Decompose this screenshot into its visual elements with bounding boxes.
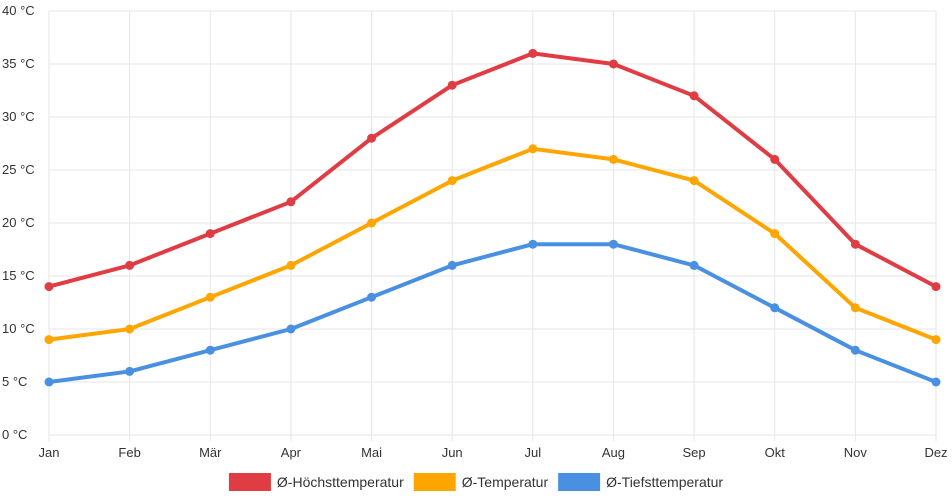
data-point[interactable] bbox=[44, 377, 54, 387]
series-group bbox=[44, 239, 941, 387]
data-point[interactable] bbox=[931, 335, 941, 345]
x-tick-label: Sep bbox=[683, 445, 706, 460]
x-tick-label: Mai bbox=[361, 445, 382, 460]
x-tick-label: Aug bbox=[602, 445, 625, 460]
data-point[interactable] bbox=[528, 48, 538, 58]
y-tick-label: 15 °C bbox=[2, 268, 35, 283]
y-tick-label: 30 °C bbox=[2, 109, 35, 124]
x-tick-label: Apr bbox=[281, 445, 302, 460]
legend-swatch bbox=[558, 473, 601, 491]
legend-item[interactable]: Ø-Höchsttemperatur bbox=[228, 473, 404, 491]
data-point[interactable] bbox=[367, 218, 377, 228]
data-point[interactable] bbox=[286, 197, 296, 207]
data-point[interactable] bbox=[689, 176, 699, 186]
data-point[interactable] bbox=[447, 176, 457, 186]
data-point[interactable] bbox=[608, 59, 618, 69]
legend-swatch bbox=[228, 473, 271, 491]
data-point[interactable] bbox=[205, 345, 215, 355]
series-line bbox=[47, 146, 938, 342]
grid bbox=[48, 10, 937, 441]
data-point[interactable] bbox=[528, 144, 538, 154]
data-point[interactable] bbox=[850, 239, 860, 249]
x-tick-label: Feb bbox=[118, 445, 140, 460]
y-tick-label: 5 °C bbox=[2, 374, 27, 389]
y-tick-label: 25 °C bbox=[2, 162, 35, 177]
y-tick-label: 0 °C bbox=[2, 427, 27, 442]
legend-item[interactable]: Ø-Temperatur bbox=[413, 473, 549, 491]
series-group bbox=[44, 48, 941, 292]
y-tick-label: 40 °C bbox=[2, 3, 35, 18]
y-tick-label: 35 °C bbox=[2, 56, 35, 71]
data-point[interactable] bbox=[689, 91, 699, 101]
data-point[interactable] bbox=[689, 260, 699, 270]
series-line bbox=[47, 242, 938, 384]
data-point[interactable] bbox=[125, 366, 135, 376]
series-group bbox=[44, 144, 941, 345]
legend[interactable]: Ø-Höchsttemperatur Ø-Temperatur Ø-Tiefstte… bbox=[228, 473, 723, 491]
data-point[interactable] bbox=[125, 324, 135, 334]
data-point[interactable] bbox=[608, 154, 618, 164]
legend-label: Ø-Tiefsttemperatur bbox=[606, 474, 723, 490]
legend-swatch bbox=[413, 473, 456, 491]
x-tick-label: Mär bbox=[199, 445, 222, 460]
data-point[interactable] bbox=[931, 282, 941, 292]
data-point[interactable] bbox=[528, 239, 538, 249]
data-point[interactable] bbox=[447, 260, 457, 270]
data-point[interactable] bbox=[770, 229, 780, 239]
data-point[interactable] bbox=[205, 292, 215, 302]
legend-label: Ø-Temperatur bbox=[462, 474, 549, 490]
data-point[interactable] bbox=[770, 154, 780, 164]
data-point[interactable] bbox=[931, 377, 941, 387]
data-point[interactable] bbox=[286, 260, 296, 270]
data-point[interactable] bbox=[286, 324, 296, 334]
data-point[interactable] bbox=[770, 303, 780, 313]
data-point[interactable] bbox=[447, 80, 457, 90]
legend-item[interactable]: Ø-Tiefsttemperatur bbox=[558, 473, 723, 491]
x-tick-label: Okt bbox=[765, 445, 786, 460]
series bbox=[44, 48, 941, 387]
data-point[interactable] bbox=[205, 229, 215, 239]
y-tick-label: 10 °C bbox=[2, 321, 35, 336]
x-tick-label: Jan bbox=[39, 445, 60, 460]
data-point[interactable] bbox=[850, 345, 860, 355]
data-point[interactable] bbox=[608, 239, 618, 249]
series-line bbox=[47, 51, 938, 289]
data-point[interactable] bbox=[44, 335, 54, 345]
axes: 0 °C 5 °C 10 °C 15 °C 20 °C 25 °C 30 °C 35 °C 40… bbox=[2, 3, 948, 460]
data-point[interactable] bbox=[850, 303, 860, 313]
y-tick-label: 20 °C bbox=[2, 215, 35, 230]
data-point[interactable] bbox=[367, 133, 377, 143]
x-tick-label: Jul bbox=[525, 445, 542, 460]
x-tick-label: Jun bbox=[442, 445, 463, 460]
data-point[interactable] bbox=[44, 282, 54, 292]
data-point[interactable] bbox=[125, 260, 135, 270]
data-point[interactable] bbox=[367, 292, 377, 302]
x-tick-label: Dez bbox=[924, 445, 947, 460]
legend-label: Ø-Höchsttemperatur bbox=[277, 474, 404, 490]
x-tick-label: Nov bbox=[844, 445, 868, 460]
